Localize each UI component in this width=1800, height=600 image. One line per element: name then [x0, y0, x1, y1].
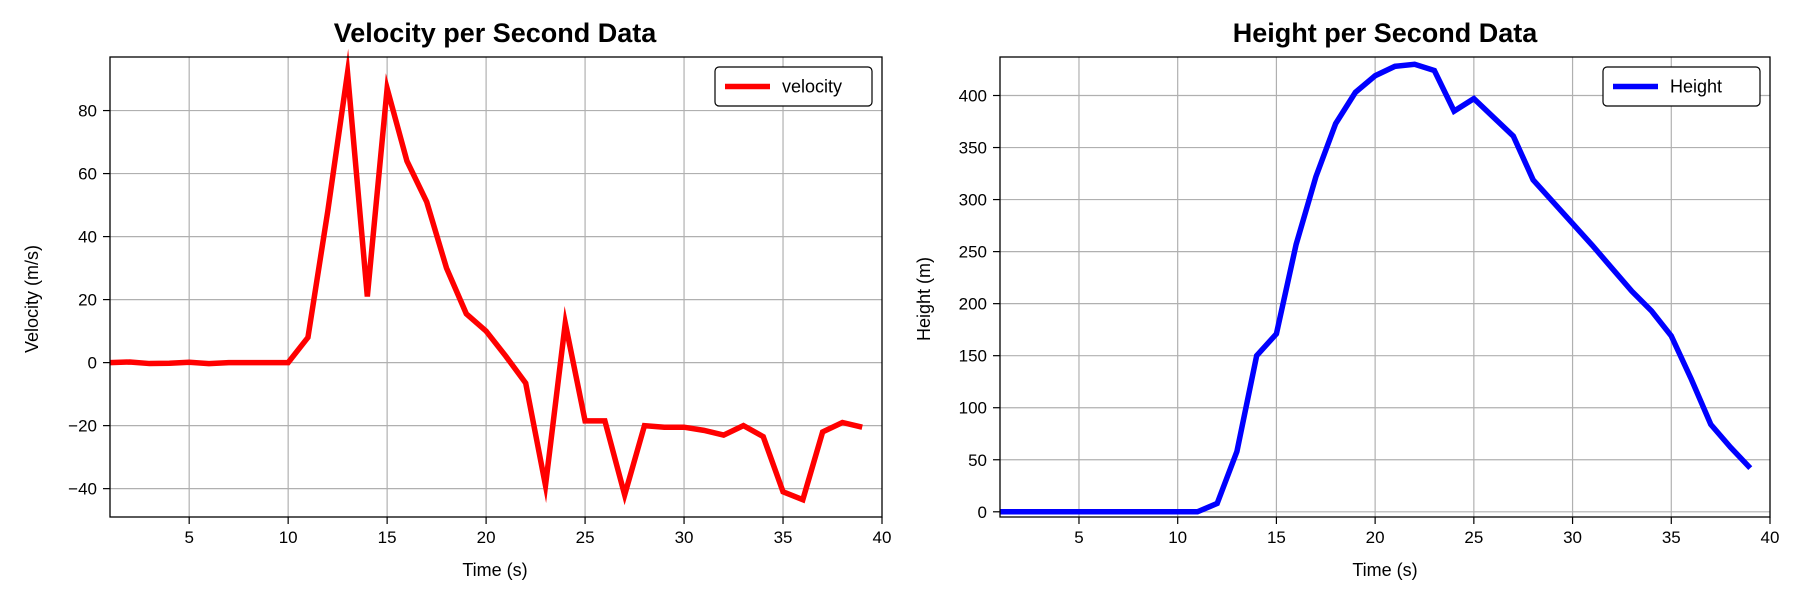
chart-title: Velocity per Second Data	[334, 18, 658, 48]
height-chart: Height per Second Data Time (s) Height (…	[914, 18, 1779, 580]
x-tick-label: 5	[1074, 528, 1083, 547]
x-tick-label: 40	[1761, 528, 1780, 547]
y-axis-label: Velocity (m/s)	[22, 245, 42, 353]
y-tick-label: 350	[959, 139, 987, 158]
x-tick-label: 30	[1563, 528, 1582, 547]
y-tick-label: −40	[68, 480, 97, 499]
x-tick-label: 25	[1464, 528, 1483, 547]
legend-box	[1602, 66, 1761, 107]
x-tick-label: 30	[675, 528, 694, 547]
x-tick-label: 20	[477, 528, 496, 547]
y-tick-label: 0	[88, 354, 97, 373]
series-line-velocity	[109, 48, 863, 506]
y-tick-label: 60	[78, 165, 97, 184]
plot-frame	[109, 56, 883, 518]
y-tick-label: 50	[968, 451, 987, 470]
chart-title: Height per Second Data	[1233, 18, 1539, 48]
y-tick-label: 80	[78, 102, 97, 121]
x-tick-label: 5	[184, 528, 193, 547]
plot-frame	[999, 56, 1771, 518]
x-tick-label: 10	[279, 528, 298, 547]
legend-box	[714, 66, 873, 107]
y-tick-label: 250	[959, 243, 987, 262]
x-tick-label: 40	[873, 528, 892, 547]
x-tick-label: 25	[576, 528, 595, 547]
x-tick-label: 35	[774, 528, 793, 547]
y-tick-label: 20	[78, 291, 97, 310]
series-line-height	[1000, 61, 1753, 515]
y-tick-label: 0	[978, 503, 987, 522]
x-tick-label: 10	[1168, 528, 1187, 547]
x-axis-label: Time (s)	[462, 560, 527, 580]
y-axis-label: Height (m)	[914, 257, 934, 341]
y-tick-label: 100	[959, 399, 987, 418]
y-tick-label: 200	[959, 295, 987, 314]
y-tick-label: 400	[959, 87, 987, 106]
x-tick-label: 20	[1366, 528, 1385, 547]
y-tick-label: 300	[959, 191, 987, 210]
legend-label: velocity	[782, 77, 842, 97]
x-axis-label: Time (s)	[1352, 560, 1417, 580]
y-tick-label: −20	[68, 417, 97, 436]
velocity-chart: Velocity per Second Data Time (s) Veloci…	[22, 18, 891, 580]
x-tick-label: 15	[378, 528, 397, 547]
y-tick-label: 40	[78, 228, 97, 247]
x-tick-label: 35	[1662, 528, 1681, 547]
y-tick-label: 150	[959, 347, 987, 366]
x-tick-label: 15	[1267, 528, 1286, 547]
legend-label: Height	[1670, 77, 1722, 97]
